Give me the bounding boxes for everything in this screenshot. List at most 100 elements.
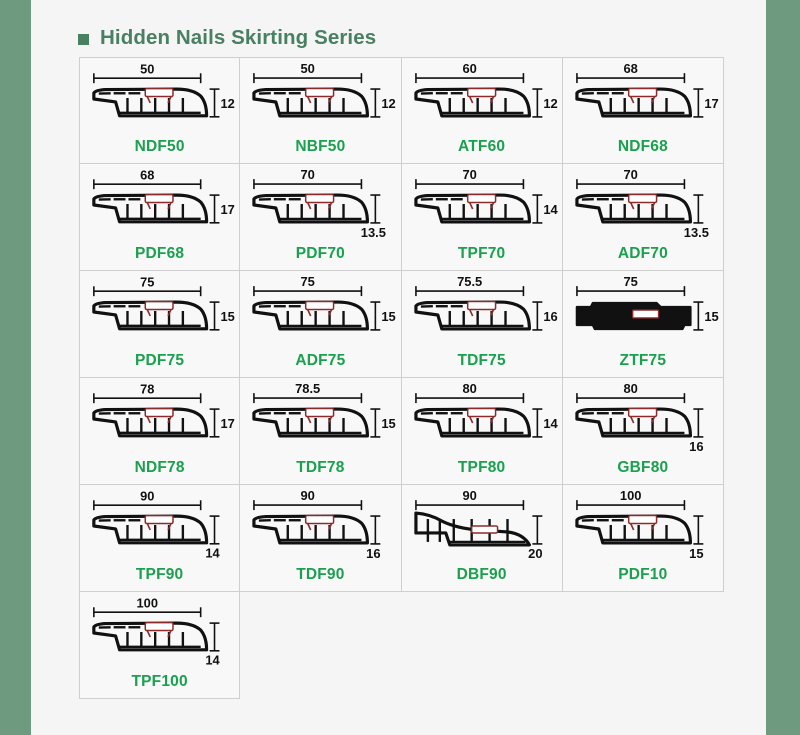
svg-text:12: 12 — [543, 96, 557, 111]
product-cell[interactable]: 100 15 PDF10 — [562, 485, 724, 592]
product-model-label: TDF90 — [296, 566, 345, 583]
profile-diagram: 75 15 — [240, 273, 400, 351]
svg-text:90: 90 — [140, 488, 154, 503]
svg-text:20: 20 — [528, 546, 542, 561]
profile-diagram: 50 12 — [240, 60, 400, 138]
svg-text:70: 70 — [623, 167, 637, 182]
profile-diagram: 80 16 — [563, 380, 723, 458]
profile-diagram: 100 14 — [80, 594, 239, 672]
svg-text:90: 90 — [301, 488, 315, 503]
product-model-label: TPF100 — [131, 673, 188, 690]
svg-text:60: 60 — [462, 61, 476, 76]
product-model-label: NDF50 — [134, 138, 185, 155]
svg-text:75.5: 75.5 — [457, 274, 482, 289]
profile-diagram: 60 12 — [402, 60, 562, 138]
profile-diagram: 70 14 — [402, 166, 562, 244]
profile-diagram: 75 15 — [563, 273, 723, 351]
product-cell[interactable]: 80 16 GBF80 — [562, 378, 724, 485]
product-cell[interactable]: 75 15 PDF75 — [79, 271, 241, 378]
profile-diagram: 68 17 — [563, 60, 723, 138]
product-cell[interactable]: 100 14 TPF100 — [79, 592, 241, 699]
square-bullet-icon — [78, 33, 89, 45]
right-accent-bar — [766, 0, 800, 735]
svg-text:13.5: 13.5 — [684, 225, 709, 240]
product-cell[interactable]: 70 14 TPF70 — [401, 164, 563, 271]
product-model-label: NBF50 — [295, 138, 346, 155]
product-model-label: ADF70 — [617, 245, 668, 262]
svg-text:50: 50 — [140, 61, 154, 76]
svg-text:14: 14 — [205, 653, 220, 668]
profile-diagram: 80 14 — [402, 380, 562, 458]
svg-text:90: 90 — [462, 488, 476, 503]
product-cell[interactable]: 68 17 NDF68 — [562, 57, 724, 164]
profile-diagram: 75.5 16 — [402, 273, 562, 351]
product-model-label: TDF78 — [296, 459, 345, 476]
product-model-label: PDF75 — [135, 352, 185, 369]
product-cell[interactable]: 90 20 DBF90 — [401, 485, 563, 592]
svg-text:16: 16 — [543, 309, 557, 324]
profile-diagram: 78.5 15 — [240, 380, 400, 458]
product-cell[interactable]: 75 15 ADF75 — [240, 271, 402, 378]
profile-diagram: 70 13.5 — [563, 166, 723, 244]
svg-text:13.5: 13.5 — [361, 225, 386, 240]
svg-text:15: 15 — [382, 309, 396, 324]
product-model-label: ATF60 — [458, 138, 506, 155]
product-cell[interactable]: 50 12 NDF50 — [79, 57, 241, 164]
svg-text:14: 14 — [543, 202, 558, 217]
svg-text:15: 15 — [220, 309, 234, 324]
svg-text:15: 15 — [689, 546, 703, 561]
product-model-label: TPF70 — [457, 245, 506, 262]
svg-text:15: 15 — [382, 416, 396, 431]
svg-text:12: 12 — [382, 96, 396, 111]
product-cell[interactable]: 50 12 NBF50 — [240, 57, 402, 164]
product-cell[interactable]: 78 17 NDF78 — [79, 378, 241, 485]
product-cell[interactable]: 68 17 PDF68 — [79, 164, 241, 271]
catalog-page: Hidden Nails Skirting Series 50 12 NDF50 50… — [31, 0, 766, 735]
product-cell[interactable]: 75.5 16 TDF75 — [401, 271, 563, 378]
profile-diagram: 68 17 — [80, 166, 239, 244]
product-grid: 50 12 NDF50 50 12 NBF50 60 12 ATF60 68 17 NDF68 68 17… — [79, 57, 724, 699]
product-model-label: PDF68 — [135, 245, 185, 262]
product-model-label: TDF75 — [457, 352, 506, 369]
svg-text:80: 80 — [462, 381, 476, 396]
svg-text:75: 75 — [623, 274, 637, 289]
svg-text:15: 15 — [704, 309, 718, 324]
profile-diagram: 50 12 — [80, 60, 239, 138]
svg-text:12: 12 — [220, 96, 234, 111]
svg-text:78: 78 — [140, 381, 154, 396]
product-model-label: NDF68 — [617, 138, 668, 155]
page-title: Hidden Nails Skirting Series — [100, 26, 377, 49]
product-cell[interactable]: 70 13.5 PDF70 — [240, 164, 402, 271]
left-accent-bar — [0, 0, 31, 735]
svg-text:78.5: 78.5 — [295, 381, 320, 396]
profile-diagram: 75 15 — [80, 273, 239, 351]
product-cell[interactable]: 70 13.5 ADF70 — [562, 164, 724, 271]
svg-text:14: 14 — [543, 416, 558, 431]
svg-text:70: 70 — [301, 167, 315, 182]
product-model-label: TPF90 — [135, 566, 184, 583]
profile-diagram: 90 14 — [80, 487, 239, 565]
profile-diagram: 90 20 — [402, 487, 562, 565]
product-cell[interactable]: 90 14 TPF90 — [79, 485, 241, 592]
svg-text:16: 16 — [689, 439, 703, 454]
product-cell[interactable]: 80 14 TPF80 — [401, 378, 563, 485]
svg-text:14: 14 — [205, 546, 220, 561]
product-cell[interactable]: 75 15 ZTF75 — [562, 271, 724, 378]
svg-text:100: 100 — [137, 595, 158, 610]
profile-diagram: 78 17 — [80, 380, 239, 458]
product-model-label: ADF75 — [295, 352, 346, 369]
product-model-label: DBF90 — [456, 566, 507, 583]
product-cell[interactable]: 60 12 ATF60 — [401, 57, 563, 164]
svg-text:17: 17 — [220, 416, 234, 431]
svg-text:100: 100 — [620, 488, 642, 503]
svg-text:68: 68 — [623, 61, 637, 76]
svg-text:16: 16 — [366, 546, 380, 561]
product-model-label: PDF70 — [295, 245, 345, 262]
product-model-label: ZTF75 — [619, 352, 667, 369]
product-cell[interactable]: 78.5 15 TDF78 — [240, 378, 402, 485]
product-model-label: GBF80 — [617, 459, 669, 476]
product-cell[interactable]: 90 16 TDF90 — [240, 485, 402, 592]
svg-text:17: 17 — [220, 202, 234, 217]
svg-text:80: 80 — [623, 381, 637, 396]
svg-text:70: 70 — [462, 167, 476, 182]
